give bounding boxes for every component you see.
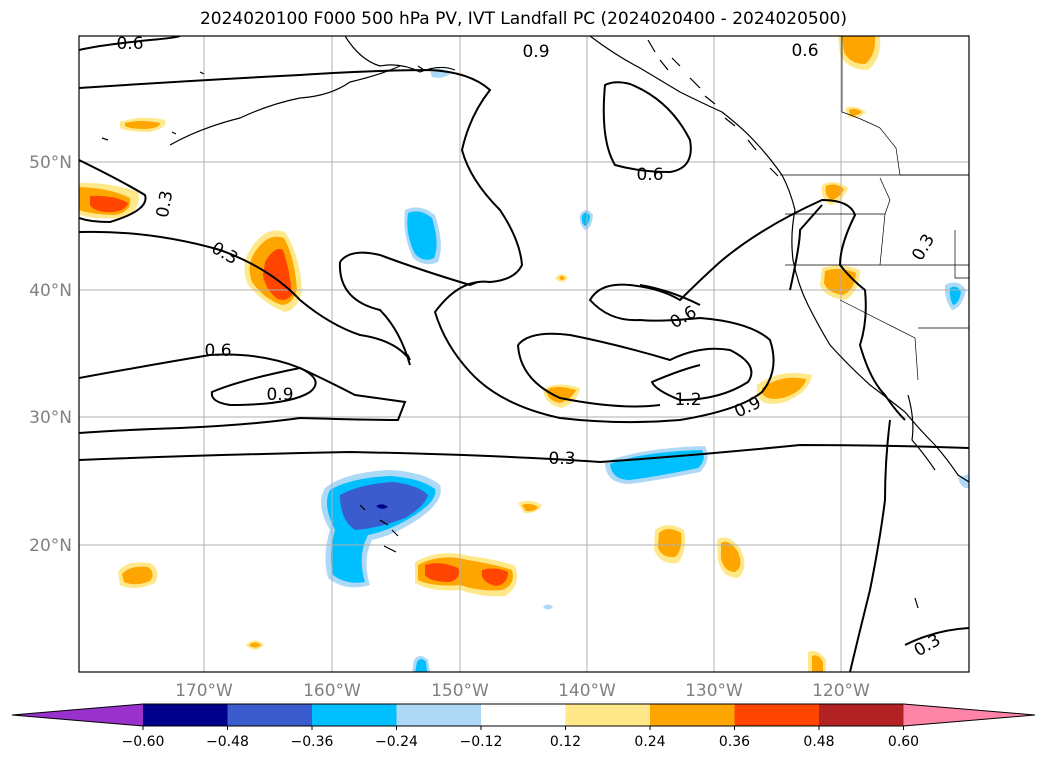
colorbar-tick-label: 0.60 [888,734,919,750]
contour-label: 0.6 [791,41,818,61]
lon-label-170w: 170°W [175,681,233,701]
latitude-labels: 50°N 40°N 30°N 20°N [29,153,72,556]
colorbar-tick-label: −0.12 [460,734,503,750]
contour-label: 0.6 [667,302,700,333]
colorbar-segment [650,704,735,726]
coastlines [101,36,969,609]
lon-label-140w: 140°W [558,681,616,701]
colorbar-tick-label: −0.24 [375,734,418,750]
contour-label: 0.3 [153,189,177,219]
lon-label-160w: 160°W [303,681,361,701]
lat-label-40n: 40°N [29,281,72,301]
pv-contours [79,36,969,672]
contour-label: 0.3 [548,449,575,469]
lon-label-120w: 120°W [812,681,870,701]
colorbar-segment [481,704,566,726]
political-borders [780,36,969,381]
contour-label: 0.6 [204,341,231,361]
lon-label-130w: 130°W [685,681,743,701]
colorbar-extension-low [12,704,143,726]
contour-labels: 0.6 0.9 0.6 0.3 0.3 0.6 0.6 0.9 0.6 1.2 … [116,34,944,661]
contour-label: 0.3 [908,231,939,264]
colorbar-tick-label: −0.48 [206,734,249,750]
colorbar-segment [227,704,313,726]
colorbar-extension-high [903,704,1035,726]
lat-label-30n: 30°N [29,408,72,428]
contour-label: 0.3 [911,630,944,661]
colorbar-segment [819,704,904,726]
colorbar-segment [312,704,397,726]
colorbar-tick-label: 0.12 [550,734,581,750]
contour-label: 0.9 [522,42,549,62]
colorbar-tick-label: −0.36 [291,734,334,750]
contour-label: 0.6 [116,34,143,54]
lat-label-20n: 20°N [29,536,72,556]
graticule [79,36,969,672]
contour-label: 0.9 [266,385,293,405]
colorbar-segment [565,704,651,726]
map-title: 2024020100 F000 500 hPa PV, IVT Landfall… [199,9,847,29]
contour-label: 0.3 [208,238,241,269]
colorbar: −0.60 −0.48 −0.36 −0.24 −0.12 0.12 0.24 0.36 0.4… [11,703,1036,750]
colorbar-segment [143,704,228,726]
colorbar-tick-label: 0.24 [634,734,665,750]
colorbar-segment [396,704,482,726]
lat-label-50n: 50°N [29,153,72,173]
colorbar-segment [734,704,820,726]
colorbar-tick-label: 0.48 [803,734,834,750]
colorbar-tick-label: −0.60 [122,734,165,750]
map-frame [78,35,970,673]
contour-label: 1.2 [674,390,701,410]
lon-label-150w: 150°W [431,681,489,701]
contour-label: 0.6 [636,165,663,185]
shaded-anomalies [79,36,969,672]
longitude-labels: 170°W 160°W 150°W 140°W 130°W 120°W [175,681,870,701]
colorbar-tick-label: 0.36 [719,734,750,750]
